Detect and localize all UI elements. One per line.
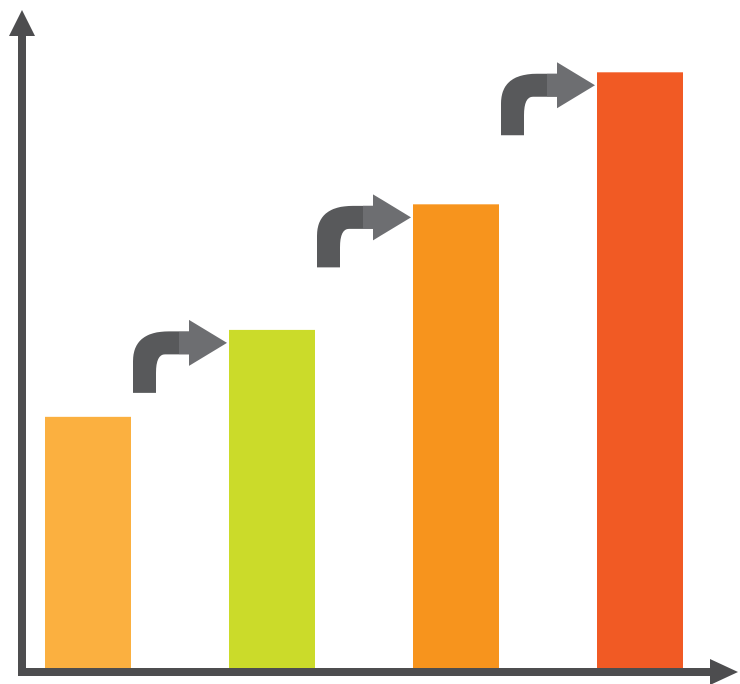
x-axis-arrowhead-icon (710, 659, 738, 684)
bars-group (45, 72, 683, 669)
growth-arrow-icon (133, 319, 227, 393)
bar-1 (45, 416, 131, 668)
y-axis-arrowhead-icon (9, 10, 35, 36)
growth-arrow-icon (501, 62, 595, 136)
growth-arrows-group (133, 62, 595, 393)
growth-arrow-icon (317, 194, 411, 268)
axes-group (9, 10, 738, 684)
bar-4 (597, 72, 683, 669)
bar-3 (413, 204, 499, 668)
bar-2 (229, 329, 315, 668)
